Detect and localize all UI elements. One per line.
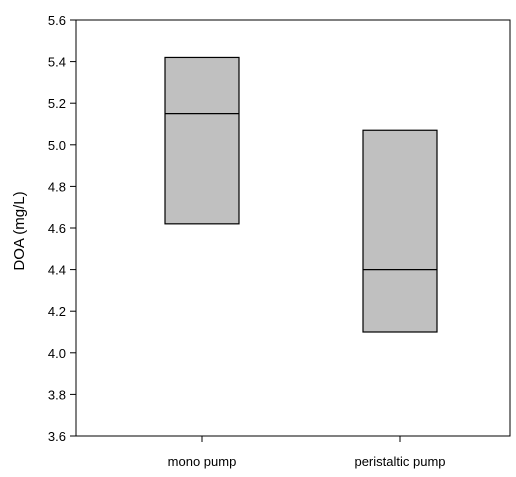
x-tick-label: peristaltic pump — [354, 454, 445, 469]
y-tick-label: 5.2 — [48, 96, 66, 111]
box — [164, 56, 240, 225]
y-tick-label: 5.6 — [48, 13, 66, 28]
y-tick-label: 4.0 — [48, 346, 66, 361]
y-tick-label: 4.6 — [48, 221, 66, 236]
y-tick-label: 5.0 — [48, 138, 66, 153]
y-tick-label: 4.2 — [48, 304, 66, 319]
y-axis-label: DOA (mg/L) — [11, 191, 28, 270]
box — [362, 129, 438, 333]
plot-frame — [75, 19, 511, 437]
y-tick-label: 3.6 — [48, 429, 66, 444]
y-tick-label: 4.8 — [48, 179, 66, 194]
y-tick-label: 5.4 — [48, 55, 66, 70]
y-tick-label: 4.4 — [48, 263, 66, 278]
x-tick-label: mono pump — [168, 454, 237, 469]
y-tick-label: 3.8 — [48, 387, 66, 402]
